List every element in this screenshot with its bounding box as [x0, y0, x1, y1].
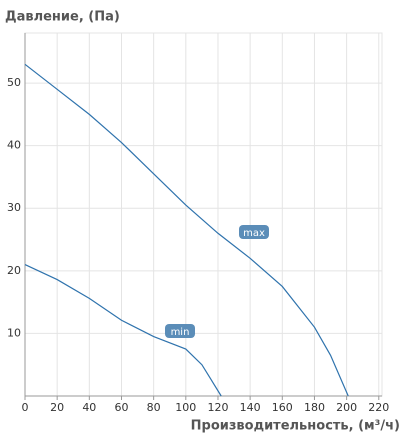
legend-label: min — [171, 327, 190, 338]
series-line — [24, 264, 222, 397]
series-line — [24, 63, 349, 397]
y-tick-label: 40 — [7, 139, 21, 152]
x-tick-label: 180 — [304, 401, 325, 414]
x-tick-label: 60 — [114, 401, 128, 414]
x-tick-label: 200 — [336, 401, 357, 414]
x-tick-label: 100 — [175, 401, 196, 414]
x-axis-label: Производительность, (м³/ч) — [191, 419, 400, 434]
x-tick-label: 220 — [368, 401, 389, 414]
y-tick-label: 50 — [7, 76, 21, 89]
plot-border — [24, 32, 383, 397]
y-tick-label: 10 — [7, 326, 21, 339]
legend-badge — [165, 324, 195, 338]
chart-title: Давление, (Па) — [5, 10, 120, 25]
x-tick-label: 120 — [207, 401, 228, 414]
legend-label: max — [243, 228, 265, 239]
x-tick-label: 160 — [272, 401, 293, 414]
x-tick-label: 40 — [82, 401, 96, 414]
y-tick-label: 30 — [7, 201, 21, 214]
legend-badge — [239, 225, 269, 239]
y-tick-label: 20 — [7, 264, 21, 277]
x-tick-label: 0 — [22, 401, 29, 414]
x-tick-label: 80 — [147, 401, 161, 414]
x-tick-label: 20 — [50, 401, 64, 414]
x-tick-label: 140 — [240, 401, 261, 414]
